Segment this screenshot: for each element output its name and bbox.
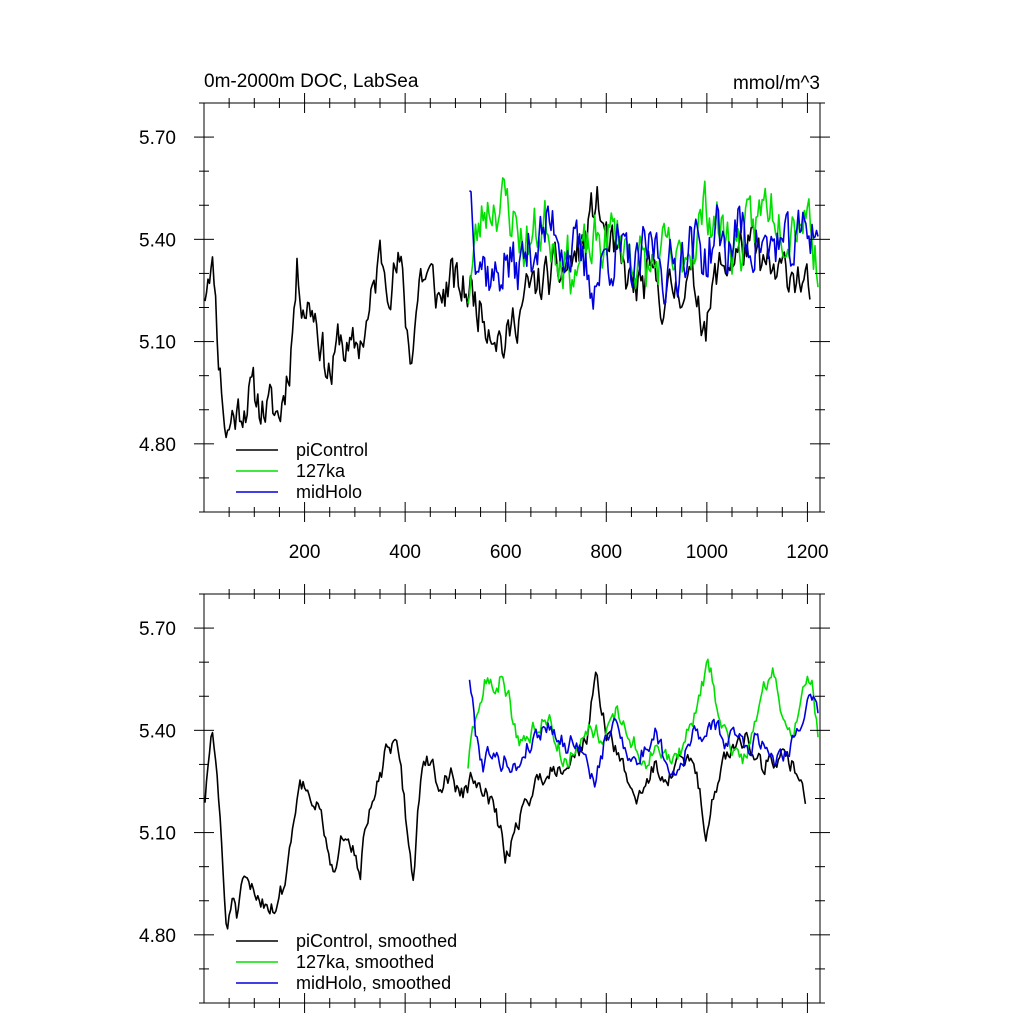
units-label: mmol/m^3 bbox=[733, 73, 820, 94]
chart-title: 0m-2000m DOC, LabSea bbox=[204, 71, 419, 92]
bottom-panel: 4.80 5.10 5.40 5.70 piControl, smoothed127ka… bbox=[139, 584, 830, 1013]
series-line-127ka bbox=[467, 177, 819, 304]
x-tick-label: 1000 bbox=[686, 542, 728, 563]
series-line-127ka bbox=[467, 658, 819, 770]
series-lines bbox=[204, 658, 819, 930]
y-tick-label: 4.80 bbox=[139, 926, 176, 947]
y-tick-label: 5.40 bbox=[139, 230, 176, 251]
axis-ticks bbox=[194, 93, 830, 522]
x-tick-label: 1200 bbox=[786, 542, 828, 563]
y-tick-label: 5.70 bbox=[139, 619, 176, 640]
legend-label: 127ka, smoothed bbox=[296, 952, 434, 972]
y-tick-label: 5.10 bbox=[139, 824, 176, 845]
x-tick-label: 800 bbox=[590, 542, 622, 563]
y-tick-label: 5.10 bbox=[139, 333, 176, 354]
series-line-piControl bbox=[204, 186, 811, 439]
legend-label: piControl bbox=[296, 440, 368, 460]
legend-label: midHolo, smoothed bbox=[296, 973, 451, 993]
legend-label: midHolo bbox=[296, 482, 362, 502]
x-tick-label: 200 bbox=[289, 542, 321, 563]
series-line-piControl bbox=[204, 671, 807, 930]
legend-label: piControl, smoothed bbox=[296, 931, 457, 951]
series-line-midHolo bbox=[468, 679, 819, 788]
series-lines bbox=[204, 177, 819, 439]
series-line-midHolo bbox=[469, 190, 819, 310]
y-tick-label: 4.80 bbox=[139, 435, 176, 456]
top-panel: 4.80 5.10 5.40 5.70 200 400 600 800 1000 1200 0m-2… bbox=[139, 71, 830, 563]
y-tick-label: 5.40 bbox=[139, 721, 176, 742]
x-tick-label: 400 bbox=[389, 542, 421, 563]
legend-label: 127ka bbox=[296, 461, 346, 481]
x-tick-label: 600 bbox=[490, 542, 522, 563]
y-tick-label: 5.70 bbox=[139, 128, 176, 149]
axis-ticks bbox=[194, 584, 830, 1013]
